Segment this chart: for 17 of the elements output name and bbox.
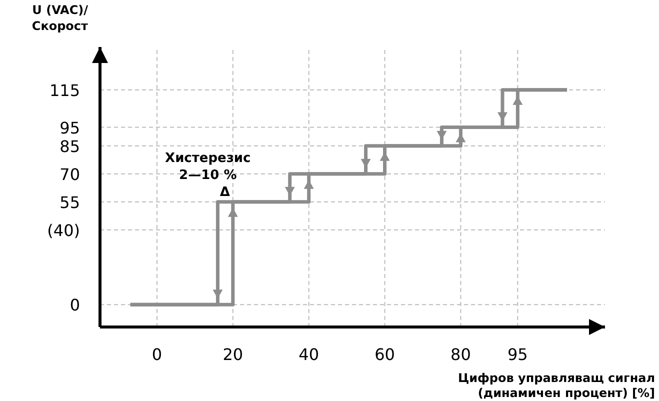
y-tick-label: 115 — [49, 80, 80, 100]
y-tick-label: 85 — [60, 136, 80, 156]
y-tick-label: 95 — [60, 118, 80, 138]
annotation: Δ — [220, 184, 230, 200]
y-tick-label: 55 — [60, 192, 80, 212]
y-tick-label: (40) — [47, 220, 80, 240]
x-tick-label: 80 — [450, 345, 471, 364]
x-tick-label: 20 — [222, 345, 244, 364]
x-tick-label: 60 — [374, 345, 395, 364]
y-tick-label: 0 — [70, 296, 80, 315]
x-tick-label: 40 — [298, 345, 320, 364]
y-axis-title: U (VAC)/ Скорост — [32, 3, 89, 33]
x-tick-label: 95 — [507, 345, 528, 364]
x-axis-title: Цифров управляващ сигнал (динамичен процент) [%] — [458, 371, 655, 400]
y-tick-label: 70 — [60, 164, 80, 184]
annotation: Хистерезис 2—10 % — [165, 150, 251, 183]
x-tick-label: 0 — [152, 345, 162, 364]
